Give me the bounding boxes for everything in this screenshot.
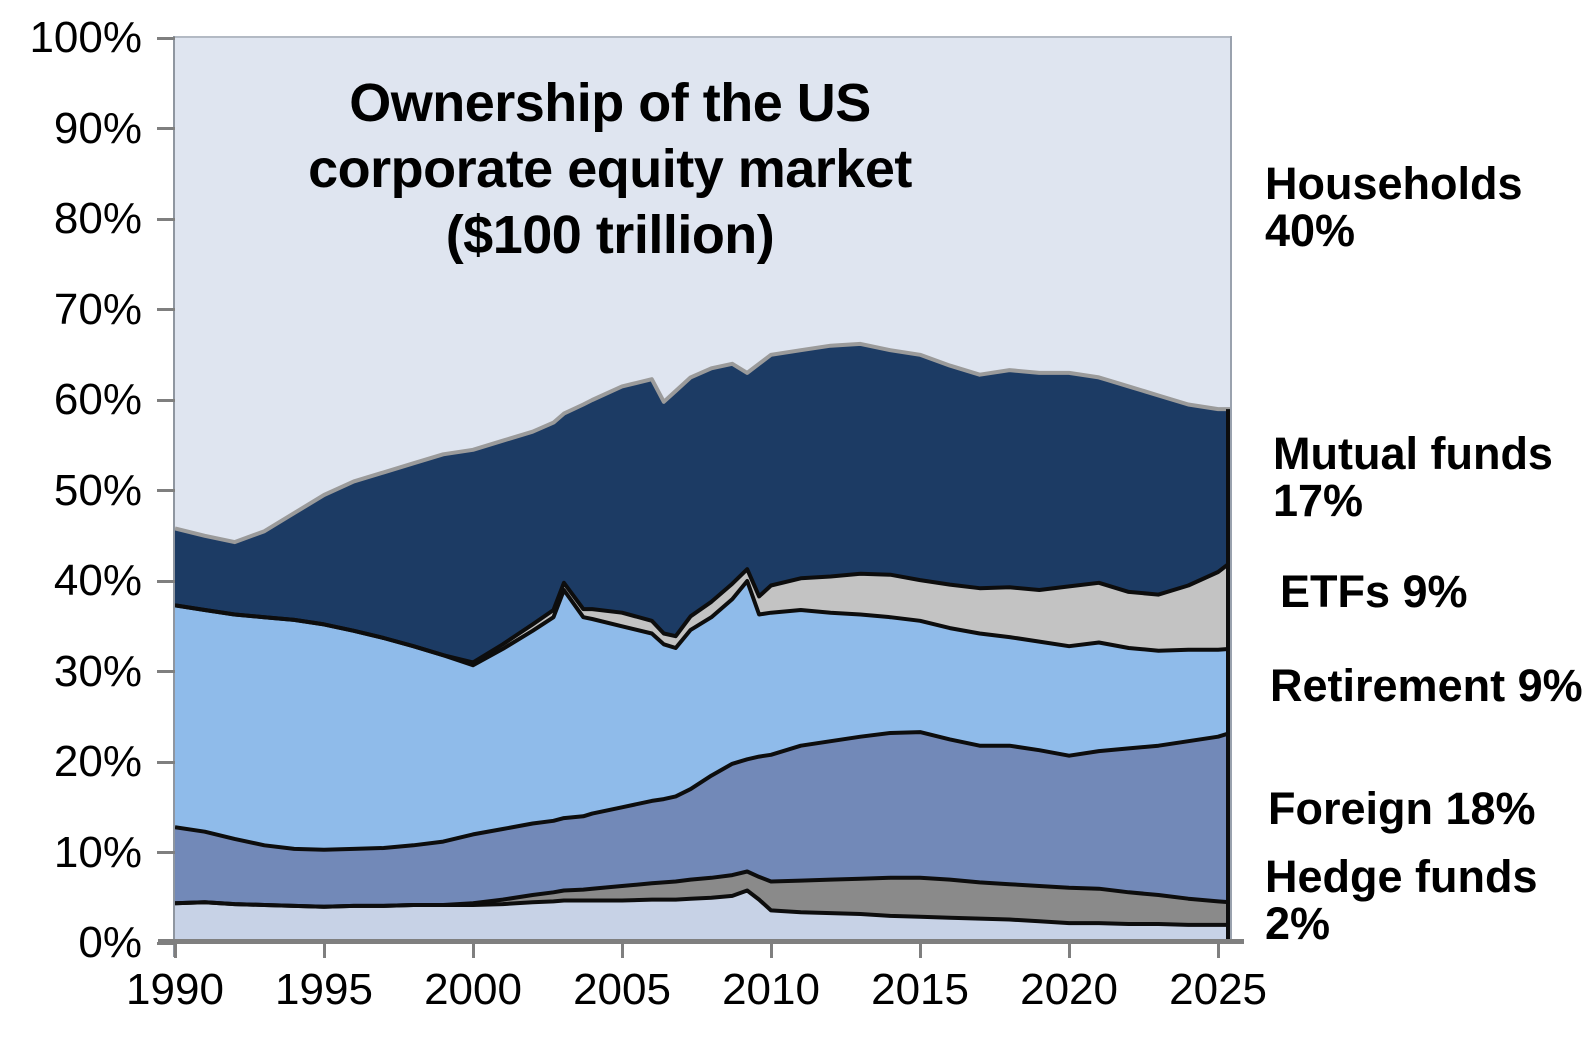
- boundary-etfs-top: [175, 561, 1230, 665]
- band-mutual-funds: [175, 343, 1230, 663]
- label-foreign-text: Foreign 18%: [1268, 783, 1536, 834]
- x-tick-label: 2005: [573, 965, 671, 1014]
- x-tick: [471, 944, 475, 958]
- label-households-pct: 40%: [1265, 205, 1356, 256]
- label-households: Households 40%: [1265, 160, 1523, 254]
- chart-title-line-3: ($100 trillion): [445, 205, 775, 265]
- label-etfs-text: ETFs 9%: [1280, 566, 1468, 617]
- y-tick-label: 40%: [53, 556, 142, 605]
- stacked-area-svg: [175, 38, 1230, 943]
- x-tick-label: 1995: [275, 965, 373, 1014]
- y-tick-label: 0%: [78, 918, 142, 967]
- y-tick: [157, 217, 175, 221]
- y-tick: [157, 579, 175, 583]
- boundary-foreign-top: [175, 730, 1230, 852]
- band-other: [175, 890, 1230, 943]
- x-tick-label: 2015: [871, 965, 969, 1014]
- y-tick: [157, 36, 175, 40]
- y-tick-label: 90%: [53, 103, 142, 153]
- y-tick: [157, 941, 175, 945]
- y-tick: [157, 398, 175, 402]
- band-households: [175, 38, 1230, 543]
- label-retirement: Retirement 9%: [1270, 662, 1583, 709]
- label-households-name: Households: [1265, 158, 1523, 209]
- label-hedge-funds-pct: 2%: [1265, 898, 1331, 949]
- band-foreign: [175, 732, 1230, 907]
- x-tick: [173, 944, 177, 958]
- x-tick-label: 2000: [424, 965, 522, 1014]
- y-tick: [157, 127, 175, 130]
- y-tick: [157, 851, 175, 854]
- plot-border-top: [173, 36, 1232, 38]
- x-tick-label: 2020: [1020, 965, 1118, 1014]
- plot-border-left: [173, 36, 175, 957]
- x-tick: [322, 944, 326, 958]
- label-retirement-text: Retirement 9%: [1270, 660, 1583, 711]
- x-tick: [1067, 944, 1071, 958]
- y-tick-label: 70%: [53, 284, 142, 334]
- plot-border-right: [1230, 36, 1232, 943]
- x-tick-label: 1990: [126, 965, 224, 1014]
- y-tick: [157, 760, 175, 764]
- x-axis-line: [158, 939, 1244, 944]
- y-tick-label: 50%: [53, 465, 142, 515]
- y-tick: [157, 489, 175, 492]
- y-tick: [157, 308, 175, 311]
- band-hedge-funds: [175, 871, 1230, 925]
- y-tick-label: 80%: [53, 194, 142, 243]
- boundary-households-bottom: [175, 341, 1230, 545]
- band-retirement: [175, 581, 1230, 850]
- y-tick: [157, 670, 175, 673]
- chart-title: Ownership of the US corporate equity mar…: [235, 70, 985, 268]
- label-foreign: Foreign 18%: [1268, 785, 1536, 832]
- y-tick-label: 100%: [29, 13, 142, 62]
- x-tick: [769, 944, 773, 958]
- label-hedge-funds-name: Hedge funds: [1265, 851, 1538, 902]
- label-mutual-funds-name: Mutual funds: [1273, 428, 1553, 479]
- x-tick: [1216, 944, 1220, 958]
- chart-title-line-2: corporate equity market: [308, 139, 912, 199]
- x-tick: [620, 944, 624, 958]
- x-tick-label: 2025: [1169, 965, 1268, 1014]
- label-hedge-funds: Hedge funds 2%: [1265, 853, 1538, 947]
- y-tick-label: 10%: [53, 827, 142, 877]
- boundary-hedge-funds-top: [175, 869, 1230, 909]
- y-tick-label: 30%: [53, 646, 142, 696]
- label-etfs: ETFs 9%: [1280, 568, 1468, 615]
- plot-area: [175, 38, 1230, 943]
- y-tick-label: 20%: [53, 737, 142, 786]
- y-tick-label: 60%: [53, 375, 142, 424]
- label-mutual-funds: Mutual funds 17%: [1273, 430, 1553, 524]
- x-tick: [918, 944, 922, 958]
- label-mutual-funds-pct: 17%: [1273, 475, 1364, 526]
- chart-title-line-1: Ownership of the US: [349, 73, 871, 133]
- x-tick-label: 2010: [722, 965, 820, 1014]
